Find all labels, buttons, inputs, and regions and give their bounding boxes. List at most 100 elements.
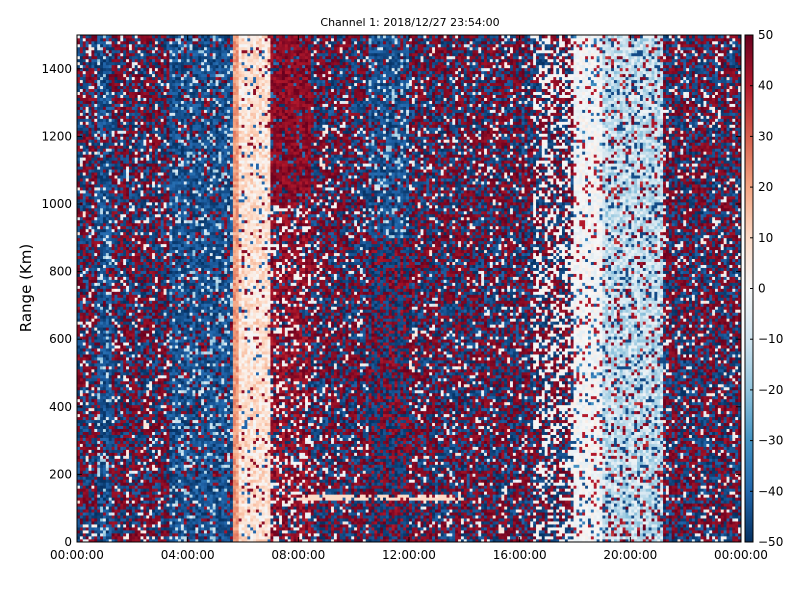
heatmap-cell: [82, 282, 87, 286]
heatmap-cell: [102, 127, 107, 131]
heatmap-cell: [131, 342, 136, 346]
heatmap-cell: [94, 464, 98, 468]
heatmap-cell: [140, 169, 144, 173]
heatmap-cell: [105, 515, 110, 519]
heatmap-cell: [108, 372, 112, 376]
heatmap-cell: [94, 37, 98, 42]
heatmap-cell: [126, 530, 130, 534]
heatmap-cell: [146, 428, 150, 432]
heatmap-cell: [140, 389, 144, 394]
heatmap-cell: [79, 351, 84, 355]
heatmap-cell: [94, 52, 98, 57]
heatmap-cell: [128, 470, 133, 474]
heatmap-cell: [105, 494, 110, 498]
heatmap-cell: [120, 488, 124, 492]
heatmap-cell: [91, 264, 95, 268]
heatmap-cell: [134, 434, 138, 438]
heatmap-cell: [154, 172, 159, 176]
heatmap-cell: [123, 354, 127, 358]
heatmap-cell: [114, 527, 118, 531]
heatmap-cell: [134, 196, 138, 200]
heatmap-cell: [157, 509, 162, 513]
heatmap-cell: [88, 518, 92, 522]
heatmap-cell: [152, 157, 156, 161]
heatmap-cell: [154, 342, 159, 346]
heatmap-cell: [114, 82, 118, 87]
heatmap-cell: [102, 121, 107, 125]
heatmap-cell: [123, 273, 127, 277]
heatmap-cell: [126, 398, 130, 403]
heatmap-cell: [123, 434, 127, 438]
heatmap-cell: [94, 225, 98, 230]
heatmap-cell: [120, 306, 124, 310]
heatmap-cell: [114, 163, 118, 167]
heatmap-cell: [79, 449, 84, 453]
heatmap-cell: [97, 73, 101, 78]
heatmap-cell: [77, 413, 81, 418]
heatmap-cell: [126, 276, 130, 280]
heatmap-cell: [149, 163, 153, 167]
heatmap-cell: [131, 49, 136, 54]
heatmap-cell: [160, 389, 164, 394]
heatmap-cell: [143, 395, 147, 400]
heatmap-cell: [152, 509, 156, 513]
heatmap-cell: [94, 151, 98, 155]
heatmap-cell: [140, 536, 144, 540]
heatmap-cell: [120, 413, 124, 418]
heatmap-cell: [97, 112, 101, 116]
heatmap-cell: [140, 380, 144, 385]
heatmap-cell: [143, 461, 147, 465]
heatmap-cell: [85, 437, 89, 441]
heatmap-cell: [117, 243, 121, 248]
heatmap-cell: [154, 494, 159, 498]
heatmap-cell: [123, 345, 127, 349]
heatmap-cell: [146, 55, 150, 60]
heatmap-cell: [134, 148, 138, 152]
heatmap-cell: [100, 169, 104, 173]
heatmap-cell: [146, 157, 150, 161]
heatmap-cell: [114, 446, 118, 450]
heatmap-cell: [114, 91, 118, 95]
heatmap-cell: [91, 407, 95, 412]
heatmap-cell: [157, 536, 162, 540]
heatmap-cell: [88, 425, 92, 430]
heatmap-cell: [157, 440, 162, 444]
heatmap-cell: [94, 139, 98, 143]
heatmap-cell: [102, 207, 107, 212]
heatmap-cell: [82, 103, 87, 107]
heatmap-cell: [131, 210, 136, 215]
heatmap-cell: [82, 82, 87, 87]
heatmap-cell: [85, 521, 89, 525]
heatmap-cell: [140, 112, 144, 116]
heatmap-cell: [152, 112, 156, 116]
heatmap-cell: [94, 342, 98, 346]
heatmap-cell: [82, 94, 87, 98]
heatmap-cell: [88, 49, 92, 54]
heatmap-cell: [160, 485, 164, 489]
heatmap-cell: [152, 190, 156, 194]
heatmap-cell: [79, 327, 84, 331]
heatmap-cell: [85, 261, 89, 265]
heatmap-cell: [82, 530, 87, 534]
heatmap-cell: [131, 521, 136, 525]
heatmap-cell: [149, 407, 153, 412]
heatmap-cell: [134, 151, 138, 155]
heatmap-cell: [100, 79, 104, 84]
heatmap-cell: [102, 497, 107, 501]
heatmap-cell: [154, 52, 159, 57]
heatmap-cell: [77, 154, 81, 158]
heatmap-cell: [131, 136, 136, 140]
heatmap-cell: [102, 124, 107, 128]
heatmap-cell: [97, 515, 101, 519]
heatmap-cell: [102, 491, 107, 495]
heatmap-cell: [146, 252, 150, 257]
heatmap-cell: [85, 503, 89, 507]
heatmap-cell: [94, 407, 98, 412]
heatmap-cell: [154, 139, 159, 143]
heatmap-cell: [105, 252, 110, 257]
heatmap-cell: [97, 246, 101, 251]
heatmap-cell: [85, 395, 89, 400]
heatmap-cell: [79, 521, 84, 525]
heatmap-cell: [82, 497, 87, 501]
heatmap-cell: [128, 196, 133, 200]
